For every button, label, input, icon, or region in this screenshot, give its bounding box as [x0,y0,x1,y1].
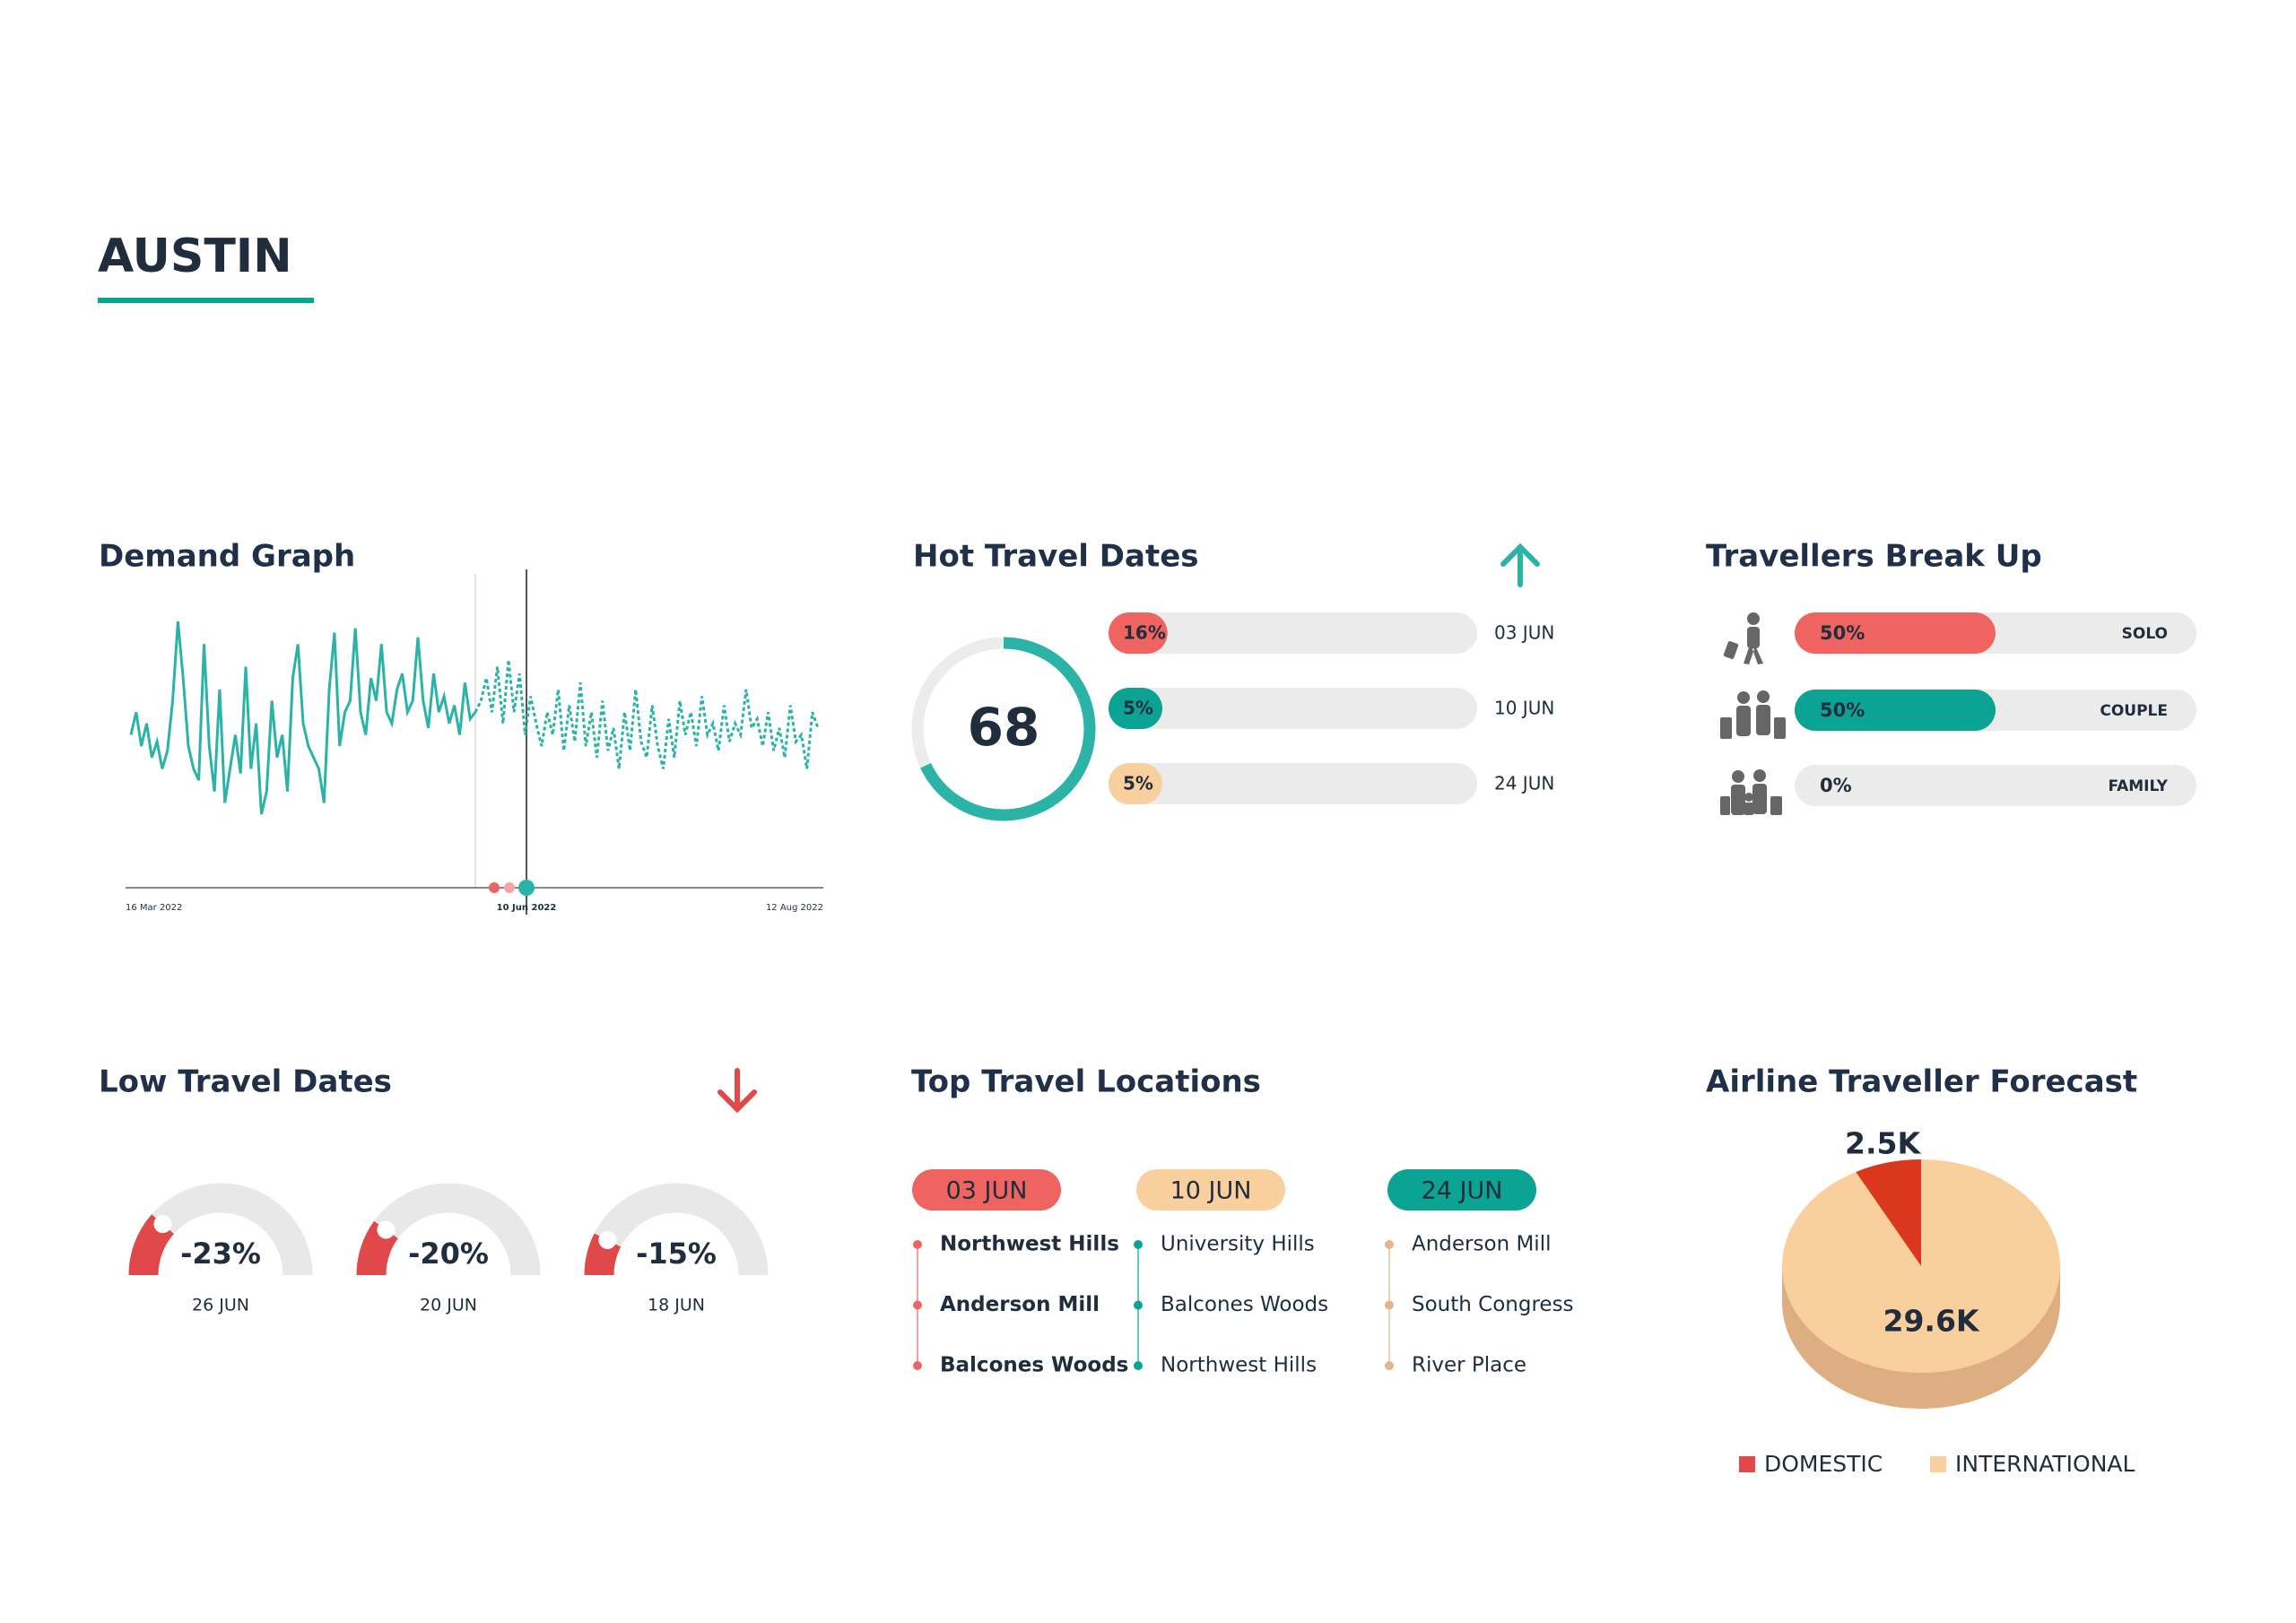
bar [1795,612,1996,654]
timeline-dot [1134,1240,1143,1249]
gauge-value: -15% [636,1237,717,1271]
date-pill [1136,1169,1285,1211]
type-label: SOLO [2122,625,2168,643]
location: South Congress [1412,1293,1574,1316]
gauge-date: 18 JUN [648,1296,705,1315]
legend-swatch [1930,1456,1946,1472]
family-icon [1720,769,1782,815]
section-title: Travellers Break Up [1706,539,2042,575]
gauge-knob [598,1230,617,1249]
bar-label: 16% [1123,622,1166,644]
x-label: 16 Mar 2022 [126,903,182,913]
pie-slice [1782,1159,2060,1373]
bar-track [1109,612,1477,654]
timeline-dot [1134,1361,1143,1370]
section-title: Low Travel Dates [99,1064,392,1100]
bar [1109,612,1168,654]
axis-marker [489,882,500,893]
timeline-dot [1385,1240,1394,1249]
legend-label: INTERNATIONAL [1955,1451,2135,1477]
gauge-value: -20% [408,1237,489,1271]
bar [1109,763,1162,804]
title-underline [98,298,314,303]
timeline-dot [1134,1300,1143,1310]
demand-line [474,659,820,769]
gauge-knob [153,1215,172,1234]
page-title: AUSTIN [98,230,292,283]
axis-marker [504,882,515,893]
section-title: Demand Graph [99,539,355,575]
axis-marker [518,880,535,896]
section-title: Airline Traveller Forecast [1706,1064,2137,1100]
bar-label: 50% [1820,622,1865,644]
gauge-date: 26 JUN [192,1296,249,1315]
bar-label: 50% [1820,699,1865,721]
bar-track [1109,688,1477,729]
location: Anderson Mill [1412,1233,1551,1256]
x-label: 10 Jun 2022 [497,903,557,913]
x-label: 12 Aug 2022 [766,903,823,913]
timeline-dot [1385,1361,1394,1370]
pie-slice [1856,1159,1921,1266]
gauge-value: -23% [180,1237,261,1271]
location: Balcones Woods [1161,1293,1328,1316]
timeline-dot [913,1300,922,1310]
date-label: 10 JUN [1494,698,1554,719]
solo-icon [1723,612,1763,664]
date-pill [912,1169,1061,1211]
legend-swatch [1739,1456,1755,1472]
score-value: 68 [968,697,1040,758]
bar [1109,688,1162,729]
timeline-dot [1385,1300,1394,1310]
date-label: 24 JUN [1494,773,1554,794]
down-arrow [718,1068,757,1114]
location: River Place [1412,1354,1526,1377]
bar-label: 0% [1820,775,1852,796]
bar-track [1795,765,2196,806]
slice-label: 29.6K [1883,1304,1980,1339]
gauge-date: 20 JUN [420,1296,477,1315]
date-pill [1387,1169,1536,1211]
couple-icon [1720,690,1786,739]
slice-label: 2.5K [1845,1126,1921,1161]
timeline-dot [913,1240,922,1249]
date-pill-label: 03 JUN [946,1177,1028,1205]
timeline-dot [913,1361,922,1370]
demand-line [129,621,477,815]
bar-label: 5% [1123,698,1153,719]
bar [1795,690,1996,731]
score-ring [911,637,1096,821]
gauge-knob [377,1220,396,1239]
section-title: Top Travel Locations [911,1064,1261,1100]
bar-label: 5% [1123,773,1153,794]
section-title: Hot Travel Dates [913,539,1199,575]
up-arrow [1500,542,1540,587]
date-pill-label: 10 JUN [1170,1177,1252,1205]
location: Northwest Hills [1161,1354,1317,1377]
location: University Hills [1161,1233,1315,1256]
location: Balcones Woods [940,1354,1128,1377]
location: Northwest Hills [940,1233,1119,1256]
date-pill-label: 24 JUN [1422,1177,1503,1205]
legend-label: DOMESTIC [1764,1451,1883,1477]
location: Anderson Mill [940,1293,1100,1316]
bar-track [1109,763,1477,804]
type-label: COUPLE [2100,702,2168,720]
type-label: FAMILY [2108,777,2168,795]
date-label: 03 JUN [1494,622,1554,644]
